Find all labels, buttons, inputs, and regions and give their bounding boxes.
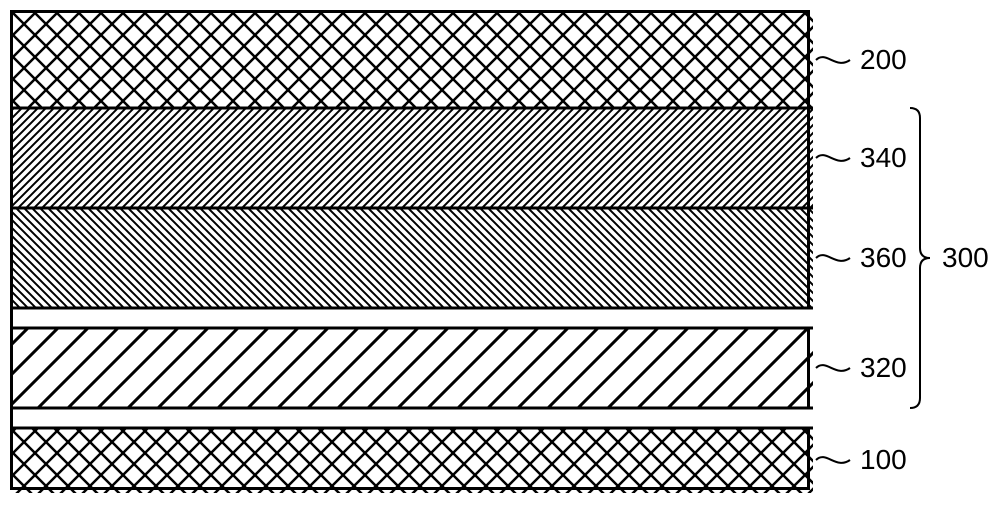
callout-100: 100 [852,444,907,476]
label-200: 200 [860,44,907,76]
label-320: 320 [860,352,907,384]
bracket-label-300: 300 [934,242,989,274]
callout-connectors [0,0,1000,510]
label-360: 360 [860,242,907,274]
callout-340: 340 [852,142,907,174]
label-100: 100 [860,444,907,476]
callout-320: 320 [852,352,907,384]
diagram-container: 200 340 360 320 100 300 [0,0,1000,510]
label-340: 340 [860,142,907,174]
label-300: 300 [942,242,989,274]
callout-360: 360 [852,242,907,274]
callout-200: 200 [852,44,907,76]
